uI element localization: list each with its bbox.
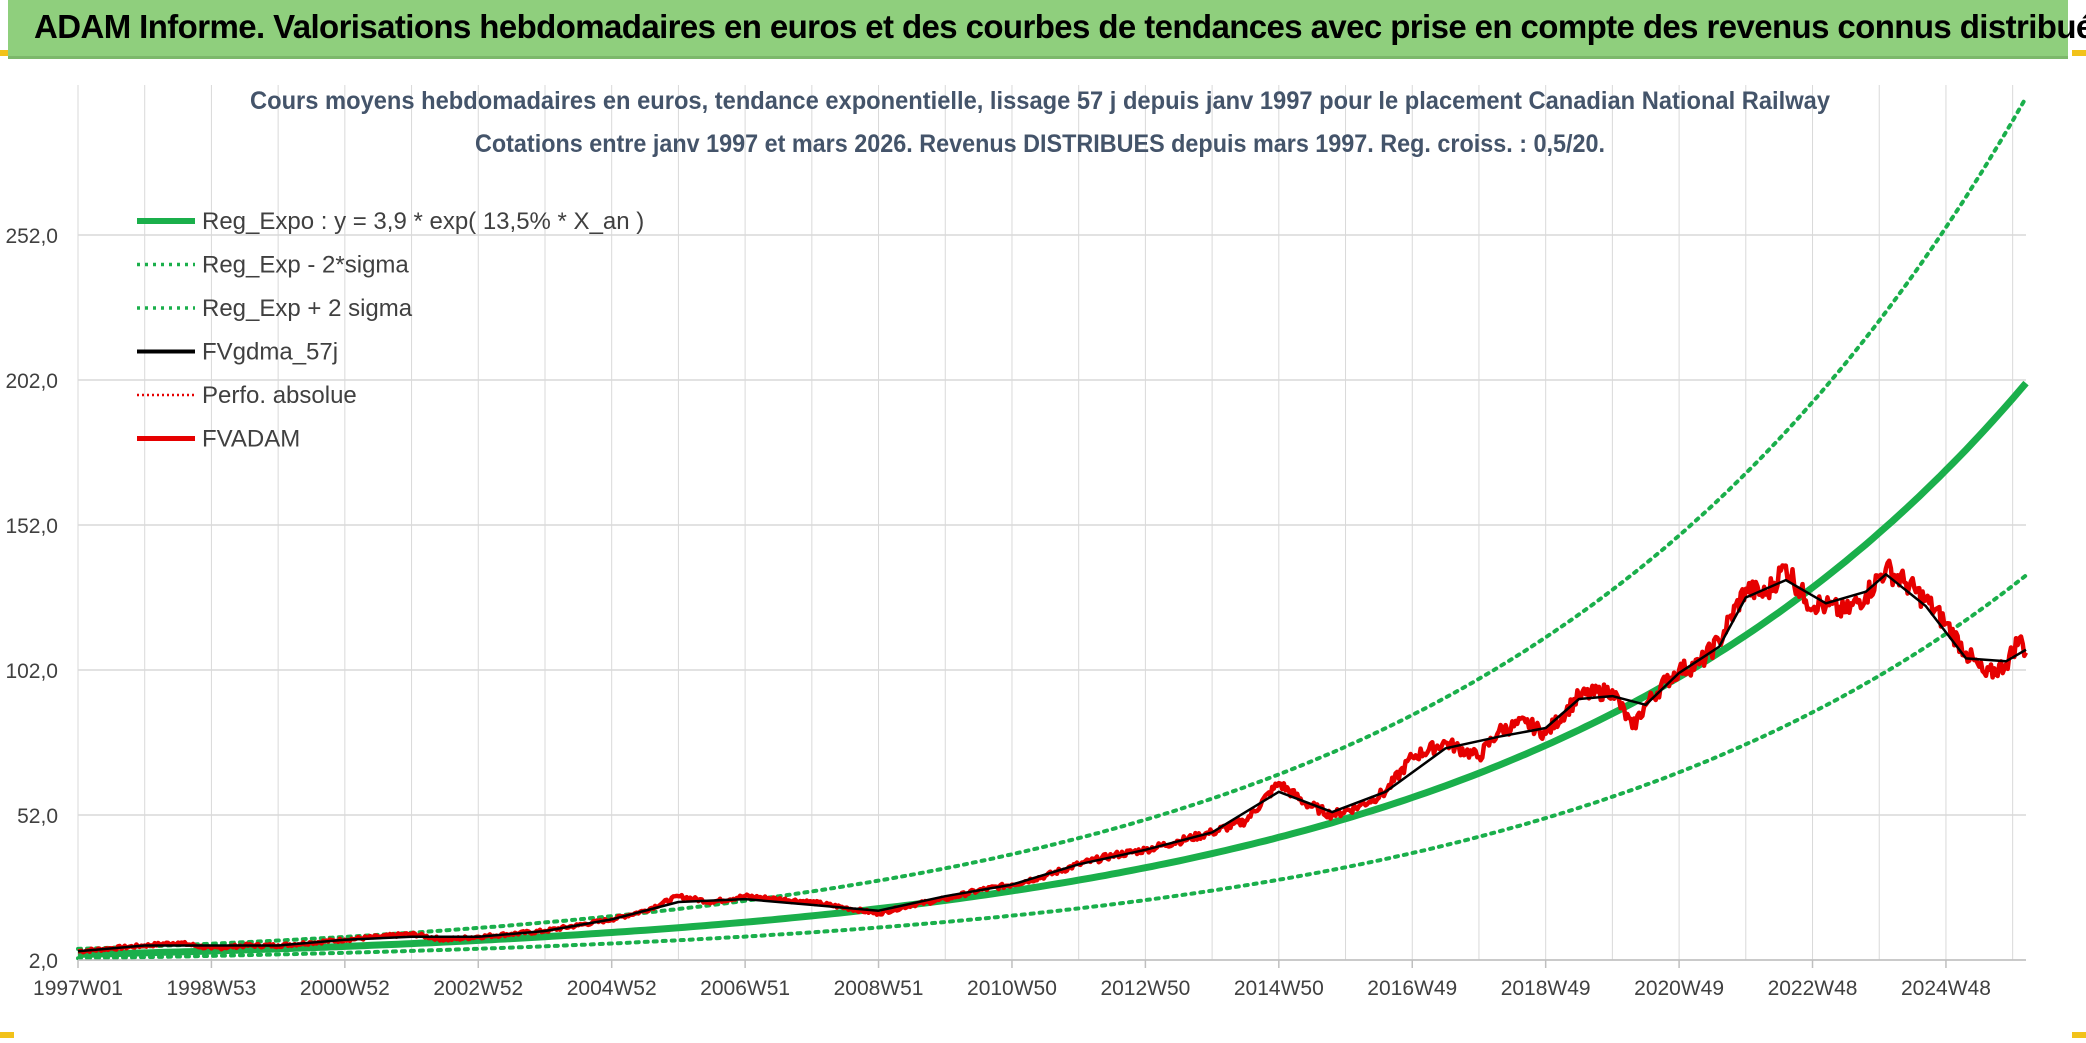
corner-mark-left (0, 50, 14, 56)
x-tick-label: 1997W01 (33, 977, 123, 1000)
x-tick-label: 2018W49 (1501, 977, 1591, 1000)
title-banner: ADAM Informe. Valorisations hebdomadaire… (8, 0, 2086, 59)
y-tick-label: 252,0 (5, 225, 58, 248)
x-tick-label: 2010W50 (967, 977, 1057, 1000)
legend-label-reg_upper: Reg_Exp + 2 sigma (202, 295, 413, 322)
y-tick-label: 102,0 (5, 660, 58, 683)
banner-title: ADAM Informe. Valorisations hebdomadaire… (34, 8, 2086, 45)
x-tick-label: 2022W48 (1768, 977, 1858, 1000)
x-tick-label: 2020W49 (1634, 977, 1724, 1000)
y-tick-label: 2,0 (29, 950, 58, 973)
x-tick-label: 2004W52 (567, 977, 657, 1000)
chart-area: 2,0 52,0 102,0 152,0 202,0 252,0 1997W01 1998W5… (0, 60, 2086, 1038)
legend-label-fvadam: FVADAM (202, 426, 300, 453)
x-tick-label: 2014W50 (1234, 977, 1324, 1000)
corner-mark-bottom-right (2072, 1032, 2086, 1038)
x-tick-label: 2006W51 (700, 977, 790, 1000)
legend-label-reg_lower: Reg_Exp - 2*sigma (202, 252, 409, 279)
chart-title-line1: Cours moyens hebdomadaires en euros, ten… (250, 87, 1830, 115)
legend-label-fvgdma: FVgdma_57j (202, 339, 338, 366)
series-fvgdma (77, 573, 2027, 953)
x-tick-label: 2008W51 (834, 977, 924, 1000)
corner-mark-right (2072, 50, 2086, 56)
y-tick-label: 152,0 (5, 515, 58, 538)
x-tick-label: 2024W48 (1901, 977, 1991, 1000)
legend-label-perfo: Perfo. absolue (202, 382, 357, 409)
corner-mark-bottom-left (0, 1032, 14, 1038)
legend-label-reg_expo: Reg_Expo : y = 3,9 * exp( 13,5% * X_an ) (202, 208, 644, 235)
y-tick-label: 52,0 (17, 805, 58, 828)
x-tick-label: 1998W53 (166, 977, 256, 1000)
y-tick-label: 202,0 (5, 370, 58, 393)
x-tick-label: 2002W52 (433, 977, 523, 1000)
chart-title-line2: Cotations entre janv 1997 et mars 2026. … (475, 130, 1605, 158)
series-reg-lower (76, 573, 2028, 961)
x-tick-label: 2016W49 (1367, 977, 1457, 1000)
x-tick-label: 2012W50 (1100, 977, 1190, 1000)
series-reg-expo (77, 380, 2029, 958)
chart-svg: 2,0 52,0 102,0 152,0 202,0 252,0 1997W01 1998W5… (5, 85, 2029, 1000)
x-tick-label: 2000W52 (300, 977, 390, 1000)
